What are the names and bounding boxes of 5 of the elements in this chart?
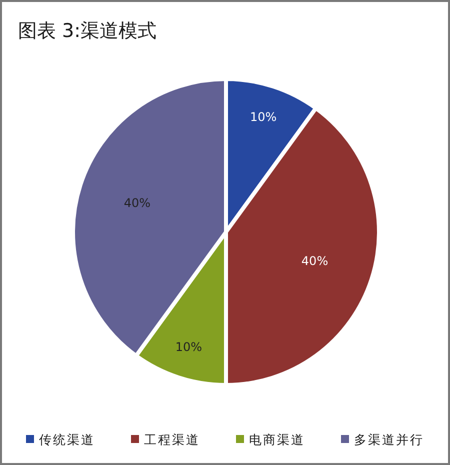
title: 图表 3:渠道模式 (18, 20, 157, 42)
legend-label: 工程渠道 (144, 432, 200, 447)
legend-label: 电商渠道 (249, 432, 305, 447)
legend-label: 多渠道并行 (354, 432, 424, 447)
legend-label: 传统渠道 (39, 432, 95, 447)
